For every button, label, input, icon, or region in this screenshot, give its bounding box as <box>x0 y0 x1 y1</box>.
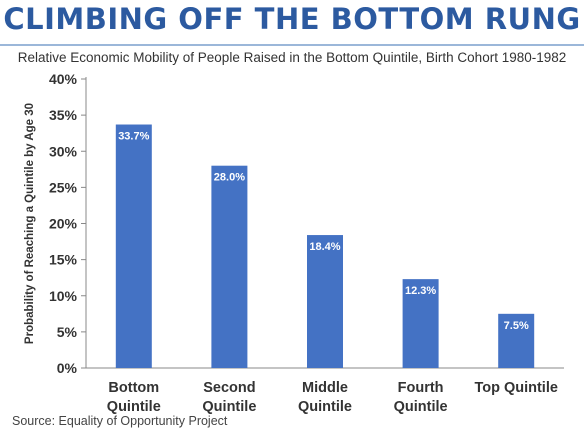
source-note: Source: Equality of Opportunity Project <box>12 414 228 428</box>
data-label: 28.0% <box>214 172 245 184</box>
y-tick-label: 35% <box>49 107 78 123</box>
bar <box>211 165 248 368</box>
x-category-label: Top Quintile <box>474 380 558 396</box>
y-tick-label: 30% <box>49 143 78 159</box>
y-tick-label: 0% <box>57 360 78 376</box>
x-category-label: Second <box>203 380 255 396</box>
y-tick-label: 20% <box>49 216 78 232</box>
chart-title: CLIMBING OFF THE BOTTOM RUNG <box>3 2 581 36</box>
data-label: 18.4% <box>309 241 340 253</box>
x-category-label: Fourth <box>398 380 444 396</box>
bar <box>498 313 535 368</box>
title-divider <box>0 44 584 46</box>
y-tick-label: 25% <box>49 179 78 195</box>
x-category-label: Middle <box>302 380 348 396</box>
bar <box>402 279 439 368</box>
y-tick-label: 10% <box>49 288 78 304</box>
data-label: 7.5% <box>504 320 529 332</box>
data-label: 33.7% <box>118 131 149 143</box>
x-category-label: Quintile <box>394 399 448 415</box>
y-tick-label: 40% <box>49 71 78 87</box>
x-category-label: Bottom <box>108 380 159 396</box>
y-tick-label: 15% <box>49 252 78 268</box>
chart-subtitle: Relative Economic Mobility of People Rai… <box>17 50 567 65</box>
x-category-label: Quintile <box>107 399 161 415</box>
bar <box>307 235 343 368</box>
x-category-label: Quintile <box>298 399 352 415</box>
y-tick-label: 5% <box>57 324 78 340</box>
bar <box>115 124 152 368</box>
data-label: 12.3% <box>405 285 436 297</box>
x-category-label: Quintile <box>202 399 256 415</box>
y-axis-label: Probability of Reaching a Quintile by Ag… <box>24 103 36 344</box>
